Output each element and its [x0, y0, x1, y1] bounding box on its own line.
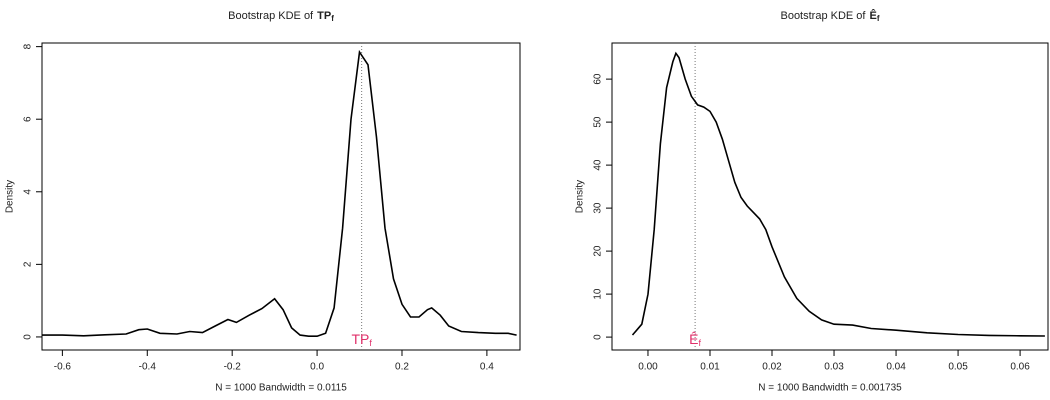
- reference-label-text: Ê: [689, 331, 698, 347]
- x-tick-label: 0.04: [886, 362, 906, 373]
- title-text: Bootstrap KDE of: [780, 10, 866, 22]
- x-tick-label: 0.00: [638, 362, 658, 373]
- title-text: Bootstrap KDE of: [228, 10, 314, 22]
- x-axis-label: N = 1000 Bandwidth = 0.0115: [215, 383, 347, 394]
- x-tick-label: 0.06: [1010, 362, 1030, 373]
- x-tick-label: 0.2: [395, 362, 409, 373]
- y-axis-label: Density: [575, 180, 586, 213]
- reference-label-subscript: f: [369, 338, 372, 348]
- chart-title: Bootstrap KDE of Êf: [780, 9, 879, 23]
- y-axis-label: Density: [5, 180, 16, 213]
- x-tick-label: 0.03: [824, 362, 844, 373]
- y-tick-label: 10: [593, 288, 604, 300]
- x-tick-label: 0.02: [762, 362, 782, 373]
- title-subscript: f: [331, 14, 334, 23]
- reference-label-subscript: f: [699, 338, 702, 348]
- x-tick-label: -0.6: [54, 362, 72, 373]
- y-tick-label: 6: [23, 116, 34, 122]
- chart-title: Bootstrap KDE of TPf: [228, 10, 334, 23]
- y-tick-label: 60: [593, 73, 604, 85]
- y-tick-label: 4: [23, 189, 34, 195]
- x-tick-label: -0.2: [224, 362, 242, 373]
- y-tick-label: 30: [593, 202, 604, 214]
- y-tick-label: 50: [593, 116, 604, 128]
- reference-label-text: TP: [351, 331, 369, 347]
- title-symbol: TP: [317, 10, 331, 22]
- y-tick-label: 0: [593, 334, 604, 340]
- x-tick-label: -0.4: [139, 362, 157, 373]
- reference-label: Êf: [689, 331, 701, 349]
- y-tick-label: 40: [593, 159, 604, 171]
- y-tick-label: 0: [23, 334, 34, 340]
- y-tick-label: 8: [23, 43, 34, 49]
- x-tick-label: 0.01: [700, 362, 720, 373]
- x-tick-label: 0.4: [480, 362, 494, 373]
- density-curve: [42, 49, 517, 337]
- title-subscript: f: [877, 14, 880, 23]
- y-tick-label: 20: [593, 245, 604, 257]
- x-tick-label: 0.05: [948, 362, 968, 373]
- x-axis-label: N = 1000 Bandwidth = 0.001735: [758, 383, 902, 394]
- reference-label: TPf: [351, 331, 372, 349]
- plot-frame: [611, 42, 1049, 351]
- y-tick-label: 2: [23, 261, 34, 267]
- density-curve: [631, 51, 1045, 337]
- plot-frame: [41, 42, 521, 351]
- title-symbol: Ê: [869, 9, 876, 22]
- x-tick-label: 0.0: [310, 362, 324, 373]
